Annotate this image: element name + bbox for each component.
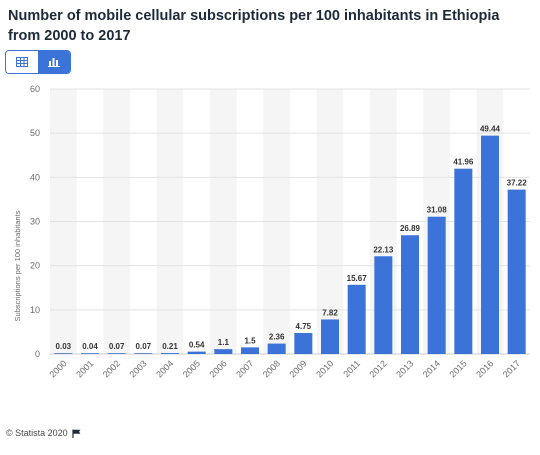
bar[interactable] bbox=[454, 168, 473, 354]
x-tick-label: 2007 bbox=[234, 358, 255, 379]
y-tick-label: 0 bbox=[35, 349, 40, 359]
x-tick-label: 2009 bbox=[288, 358, 309, 379]
bar[interactable] bbox=[267, 343, 286, 354]
data-label: 37.22 bbox=[507, 179, 528, 188]
x-tick-label: 2011 bbox=[341, 358, 362, 379]
x-tick-label: 2000 bbox=[48, 358, 69, 379]
chart-title: Number of mobile cellular subscriptions … bbox=[8, 8, 500, 44]
bar[interactable] bbox=[507, 189, 526, 354]
x-tick-label: 2010 bbox=[314, 358, 335, 379]
y-tick-label: 30 bbox=[30, 217, 40, 227]
data-label: 49.44 bbox=[480, 125, 501, 134]
bar[interactable] bbox=[401, 235, 419, 354]
bar[interactable] bbox=[294, 333, 313, 354]
x-tick-label: 2004 bbox=[154, 358, 175, 379]
bar[interactable] bbox=[321, 319, 339, 354]
x-tick-label: 2002 bbox=[101, 358, 122, 379]
x-tick-label: 2017 bbox=[501, 358, 522, 379]
data-label: 4.75 bbox=[296, 322, 312, 331]
y-tick-label: 10 bbox=[30, 305, 40, 315]
bar[interactable] bbox=[241, 347, 259, 354]
x-tick-label: 2008 bbox=[261, 358, 282, 379]
data-label: 1.1 bbox=[218, 338, 230, 347]
data-label: 15.67 bbox=[347, 274, 368, 283]
y-tick-label: 20 bbox=[30, 261, 40, 271]
bar-chart: 0 10 20 30 40 50 60 0.03 0.04 0.07 0.07 0.21 0.54 1.… bbox=[13, 84, 530, 380]
data-label: 1.5 bbox=[244, 336, 256, 345]
y-tick-label: 60 bbox=[30, 84, 40, 94]
bar[interactable] bbox=[107, 353, 126, 354]
x-tick-label: 2014 bbox=[421, 358, 442, 379]
copyright-text: © Statista 2020 bbox=[6, 428, 68, 438]
bar[interactable] bbox=[374, 256, 393, 354]
table-icon bbox=[16, 57, 28, 67]
data-label: 26.89 bbox=[400, 224, 421, 233]
data-label: 0.07 bbox=[136, 342, 152, 351]
bar[interactable] bbox=[214, 349, 233, 354]
data-label: 2.36 bbox=[269, 333, 285, 342]
view-toggle bbox=[5, 50, 71, 74]
data-label: 7.82 bbox=[322, 308, 338, 317]
y-tick-label: 50 bbox=[30, 128, 40, 138]
chart-view-button[interactable] bbox=[38, 51, 70, 73]
bar[interactable] bbox=[427, 216, 446, 354]
bar[interactable] bbox=[81, 353, 99, 354]
data-label: 41.96 bbox=[453, 158, 474, 167]
x-tick-label: 2001 bbox=[74, 358, 95, 379]
bar-chart-icon bbox=[48, 58, 60, 67]
bar[interactable] bbox=[347, 284, 366, 354]
data-label: 0.03 bbox=[56, 342, 72, 351]
y-tick-label: 40 bbox=[30, 172, 40, 182]
x-tick-label: 2012 bbox=[368, 358, 389, 379]
data-label: 0.07 bbox=[109, 342, 125, 351]
bar[interactable] bbox=[54, 353, 73, 354]
bar[interactable] bbox=[187, 351, 206, 354]
data-label: 0.04 bbox=[82, 342, 98, 351]
table-view-button[interactable] bbox=[6, 51, 38, 73]
x-tick-label: 2003 bbox=[128, 358, 149, 379]
data-label: 0.54 bbox=[189, 341, 205, 350]
bar[interactable] bbox=[161, 353, 179, 354]
flag-icon[interactable] bbox=[72, 429, 81, 438]
x-tick-label: 2006 bbox=[208, 358, 229, 379]
data-label: 22.13 bbox=[373, 245, 394, 254]
footer: © Statista 2020 bbox=[6, 428, 81, 438]
x-tick-label: 2013 bbox=[394, 358, 415, 379]
x-tick-label: 2016 bbox=[474, 358, 495, 379]
y-axis-label: Subscriptions per 100 inhabitants bbox=[13, 210, 22, 321]
data-label: 31.08 bbox=[427, 206, 448, 215]
data-label: 0.21 bbox=[162, 342, 178, 351]
x-tick-label: 2005 bbox=[181, 358, 202, 379]
x-tick-label: 2015 bbox=[448, 358, 469, 379]
bar[interactable] bbox=[481, 135, 499, 354]
bar[interactable] bbox=[134, 353, 153, 354]
